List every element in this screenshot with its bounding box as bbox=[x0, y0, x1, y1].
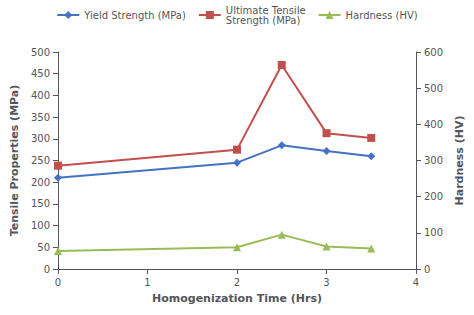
svg-text:Hardness (HV): Hardness (HV) bbox=[346, 10, 418, 21]
svg-text:250: 250 bbox=[31, 155, 50, 166]
svg-text:500: 500 bbox=[31, 47, 50, 58]
svg-text:Hardness (HV): Hardness (HV) bbox=[453, 116, 466, 206]
svg-text:350: 350 bbox=[31, 112, 50, 123]
svg-text:0: 0 bbox=[55, 277, 61, 288]
svg-text:Tensile Properties (MPa): Tensile Properties (MPa) bbox=[8, 85, 21, 237]
svg-text:450: 450 bbox=[31, 68, 50, 79]
svg-text:Ultimate Tensile: Ultimate Tensile bbox=[225, 4, 306, 16]
svg-text:4: 4 bbox=[413, 277, 419, 288]
svg-text:300: 300 bbox=[31, 133, 50, 144]
svg-text:300: 300 bbox=[424, 155, 443, 166]
svg-text:1: 1 bbox=[144, 277, 150, 288]
svg-text:Homogenization Time (Hrs): Homogenization Time (Hrs) bbox=[152, 292, 322, 305]
svg-text:600: 600 bbox=[424, 47, 443, 58]
svg-text:400: 400 bbox=[31, 90, 50, 101]
svg-text:50: 50 bbox=[37, 242, 50, 253]
svg-text:100: 100 bbox=[424, 227, 443, 238]
svg-text:400: 400 bbox=[424, 119, 443, 130]
svg-text:Strength (MPa): Strength (MPa) bbox=[226, 15, 301, 26]
svg-text:100: 100 bbox=[31, 220, 50, 231]
svg-text:200: 200 bbox=[424, 191, 443, 202]
svg-text:0: 0 bbox=[44, 264, 50, 275]
svg-text:Yield Strength (MPa): Yield Strength (MPa) bbox=[83, 10, 186, 21]
svg-text:2: 2 bbox=[234, 277, 240, 288]
svg-text:200: 200 bbox=[31, 177, 50, 188]
svg-text:0: 0 bbox=[424, 264, 430, 275]
svg-text:150: 150 bbox=[31, 198, 50, 209]
svg-text:3: 3 bbox=[323, 277, 329, 288]
svg-text:500: 500 bbox=[424, 83, 443, 94]
